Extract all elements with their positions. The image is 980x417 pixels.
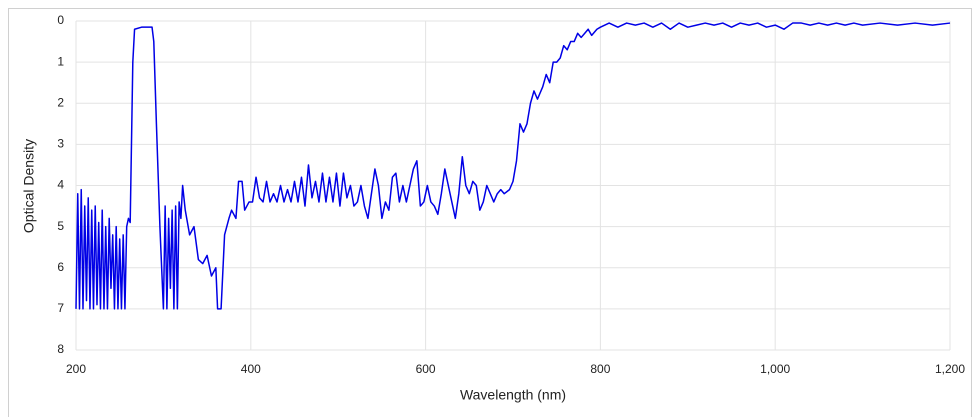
y-tick-label: 4: [57, 178, 64, 192]
y-tick-label: 1: [57, 54, 64, 68]
x-axis-title: Wavelength (nm): [460, 387, 566, 403]
x-tick-label: 800: [590, 362, 610, 376]
x-tick-label: 600: [416, 362, 436, 376]
y-tick-label: 7: [57, 301, 64, 315]
x-tick-label: 200: [66, 362, 86, 376]
y-tick-label: 6: [57, 260, 64, 274]
y-tick-label: 8: [57, 342, 64, 356]
x-tick-label: 1,000: [760, 362, 790, 376]
x-tick-label: 400: [241, 362, 261, 376]
y-tick-label: 0: [57, 13, 64, 27]
y-tick-label: 2: [57, 95, 64, 109]
y-tick-label: 3: [57, 137, 64, 151]
x-tick-label: 1,200: [935, 362, 965, 376]
y-axis-title: Optical Density: [21, 139, 37, 233]
y-tick-label: 5: [57, 219, 64, 233]
chart-frame: [8, 8, 972, 417]
data-line: [75, 22, 951, 310]
